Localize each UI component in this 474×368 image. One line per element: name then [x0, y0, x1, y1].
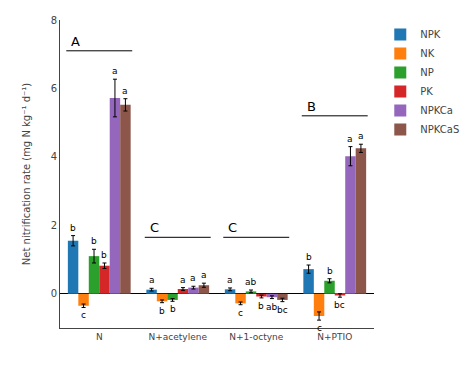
- svg-text:b: b: [101, 250, 107, 260]
- svg-text:a: a: [112, 66, 118, 76]
- svg-text:ab: ab: [266, 302, 278, 312]
- svg-text:8: 8: [51, 15, 57, 26]
- svg-text:NPKCaS: NPKCaS: [420, 124, 459, 135]
- svg-text:N+acetylene: N+acetylene: [149, 332, 208, 342]
- svg-text:a: a: [190, 273, 196, 283]
- svg-text:6: 6: [51, 83, 57, 94]
- svg-text:a: a: [122, 86, 128, 96]
- svg-text:a: a: [358, 131, 364, 141]
- svg-text:c: c: [317, 323, 322, 333]
- svg-text:NPK: NPK: [420, 29, 441, 40]
- svg-text:B: B: [307, 99, 316, 114]
- svg-text:N: N: [96, 332, 103, 342]
- svg-text:b: b: [170, 304, 176, 314]
- svg-text:b: b: [327, 266, 333, 276]
- svg-text:a: a: [149, 275, 155, 285]
- svg-text:N+PTIO: N+PTIO: [317, 332, 352, 342]
- svg-text:b: b: [70, 223, 76, 233]
- svg-text:C: C: [228, 220, 237, 235]
- svg-text:bc: bc: [334, 300, 345, 310]
- svg-text:b: b: [306, 252, 312, 262]
- svg-text:PK: PK: [420, 86, 433, 97]
- svg-text:NP: NP: [420, 67, 434, 78]
- svg-text:a: a: [347, 134, 353, 144]
- svg-text:0: 0: [51, 288, 57, 299]
- svg-text:NK: NK: [420, 48, 434, 59]
- svg-text:c: c: [81, 310, 86, 320]
- svg-text:bc: bc: [277, 305, 288, 315]
- svg-text:2: 2: [51, 220, 57, 231]
- svg-text:NPKCa: NPKCa: [420, 105, 453, 116]
- svg-text:b: b: [91, 236, 97, 246]
- svg-text:b: b: [159, 306, 165, 316]
- svg-text:a: a: [201, 270, 207, 280]
- svg-text:C: C: [150, 220, 159, 235]
- svg-text:4: 4: [51, 151, 57, 162]
- svg-text:ab: ab: [245, 277, 257, 287]
- svg-text:c: c: [238, 308, 243, 318]
- svg-text:N+1-octyne: N+1-octyne: [229, 332, 283, 342]
- svg-text:b: b: [258, 301, 264, 311]
- svg-text:A: A: [71, 34, 80, 49]
- svg-text:a: a: [227, 275, 233, 285]
- svg-text:Net nitrification rate (mg N k: Net nitrification rate (mg N kg⁻¹ d⁻¹): [21, 83, 32, 265]
- svg-text:a: a: [180, 275, 186, 285]
